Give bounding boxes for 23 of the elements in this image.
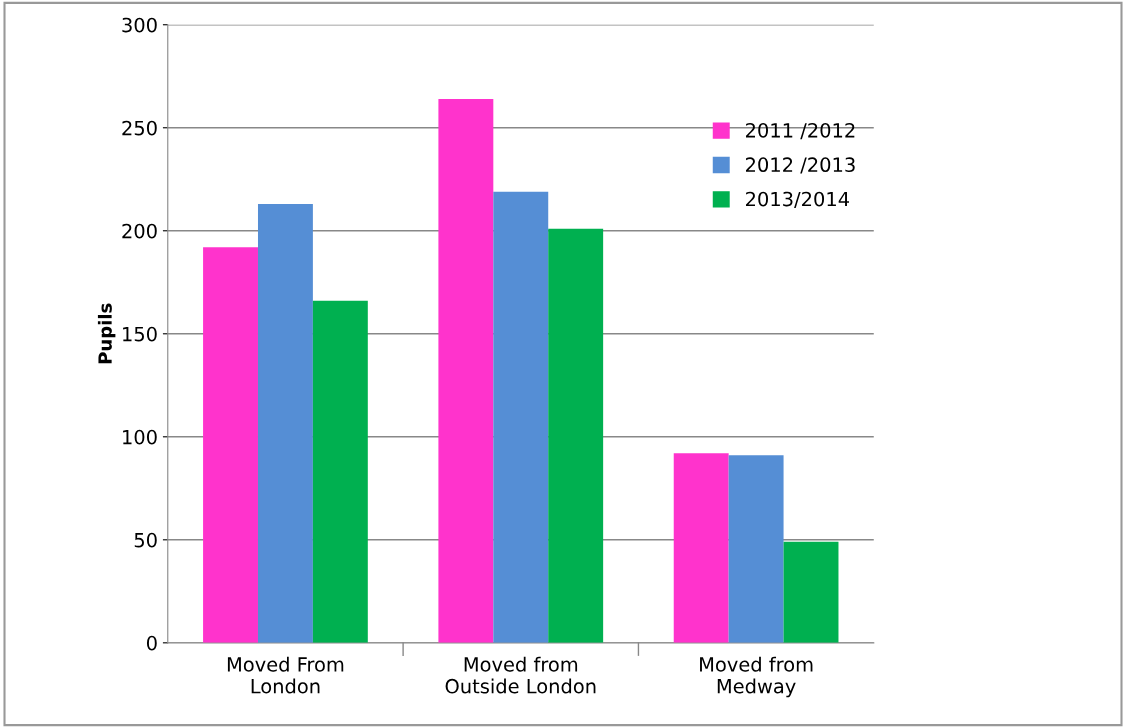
bar — [438, 98, 494, 643]
y-tick-label: 50 — [134, 532, 157, 548]
bar — [312, 300, 368, 643]
y-tick-label: 300 — [122, 17, 157, 33]
x-tick-label: Moved from Medway — [700, 656, 813, 698]
bar — [257, 203, 313, 643]
bar — [203, 247, 258, 643]
bar — [673, 453, 729, 643]
y-tick-label: 250 — [122, 120, 157, 136]
legend-label: 2011 /2012 — [746, 122, 855, 140]
bar — [548, 228, 604, 643]
bar — [728, 455, 784, 643]
legend-label: 2012 /2013 — [746, 157, 855, 174]
x-tick-label: Moved From London — [227, 656, 344, 694]
y-axis-title: Pupils — [97, 303, 116, 364]
bar — [493, 191, 549, 643]
y-tick-label: 200 — [122, 223, 157, 239]
bar — [783, 541, 839, 643]
x-tick-label: Moved from Outside London — [445, 656, 596, 694]
legend-label: 2013/2014 — [746, 191, 849, 208]
y-tick-label: 150 — [123, 326, 157, 342]
y-tick-label: 0 — [146, 635, 157, 651]
y-tick-label: 100 — [123, 429, 157, 445]
